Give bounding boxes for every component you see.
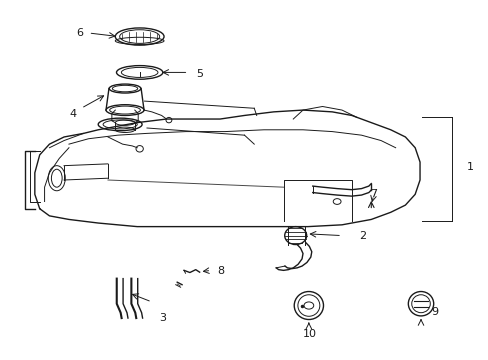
Text: 6: 6: [77, 28, 83, 38]
Text: 9: 9: [430, 307, 437, 317]
Text: 7: 7: [369, 189, 377, 199]
Text: 4: 4: [69, 109, 76, 119]
Text: 8: 8: [217, 266, 224, 276]
Text: 2: 2: [358, 231, 366, 240]
Text: 1: 1: [466, 162, 472, 172]
Text: 5: 5: [195, 69, 203, 79]
Text: 10: 10: [303, 329, 317, 339]
Text: 3: 3: [159, 313, 166, 323]
